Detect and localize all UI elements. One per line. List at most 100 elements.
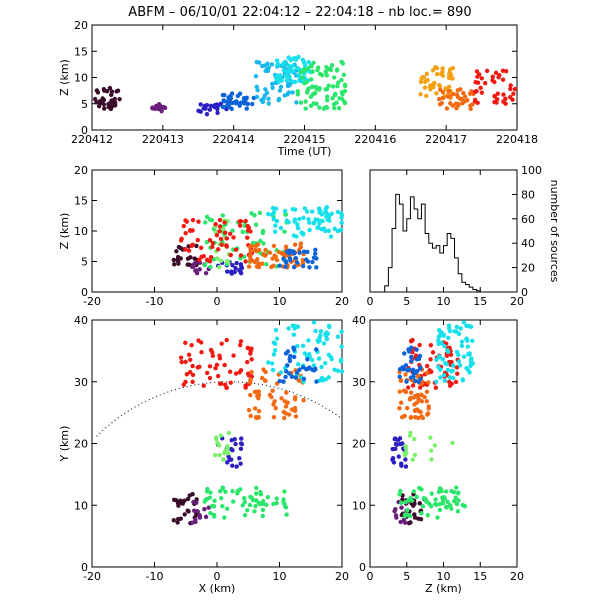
yz-projection-point (468, 363, 473, 369)
time-height-point (477, 72, 482, 77)
xz-projection-point (201, 253, 206, 259)
xz-projection-point (198, 245, 204, 250)
plan-view-point (230, 447, 235, 453)
plan_view-ylabel: Y (km) (58, 426, 71, 463)
plan-view-point (294, 370, 300, 375)
xz-projection-point (301, 215, 306, 221)
plan-view-point (218, 433, 224, 438)
yz-projection-point (417, 366, 423, 372)
xz-projection-point (196, 219, 201, 224)
yz-projection-point (441, 372, 447, 378)
time-height-point (108, 106, 114, 112)
time-height-point (244, 106, 249, 111)
xz-projection-point (281, 256, 286, 262)
time-height-point (438, 87, 443, 92)
time-height-point (215, 106, 220, 112)
time-height-point (255, 87, 260, 93)
yz-projection-point (434, 379, 439, 384)
time-height-point (286, 63, 292, 68)
time-height-point (266, 101, 271, 106)
yz-projection-point (413, 378, 418, 384)
yz-projection-point (416, 396, 421, 401)
xz-projection-point (190, 217, 196, 223)
yz-projection-point (436, 334, 442, 339)
yz-projection-point (449, 369, 454, 374)
time-height-point (295, 92, 301, 97)
time-height-point (276, 96, 282, 102)
time-height-point (281, 67, 287, 73)
plan-view-point (263, 369, 268, 375)
xz-projection-point (194, 243, 199, 249)
yz-projection-point (460, 502, 466, 508)
plan-view-point (227, 369, 233, 374)
time-height-point (490, 78, 495, 83)
xz-projection-point (292, 219, 297, 224)
plan-view-point (242, 495, 247, 501)
yz-projection-point (419, 414, 424, 419)
yz-projection-point (438, 375, 443, 380)
time-height-point (264, 90, 270, 95)
plan-view-point (282, 489, 287, 494)
plan-view-point (203, 514, 209, 520)
altitude_histogram-ylabel: number of sources (548, 180, 561, 283)
plan-view-point (311, 363, 317, 368)
time-height-point (418, 79, 424, 85)
time-height-point (303, 99, 308, 104)
time-height-point (339, 59, 344, 65)
xz-projection-point (313, 217, 318, 222)
time-height-point (113, 100, 118, 105)
xz-projection-point (282, 208, 288, 214)
yz-projection-point (403, 389, 409, 395)
time-height-point (304, 90, 310, 95)
time-height-point (287, 74, 292, 80)
xz-projection-point (295, 222, 300, 227)
plan_view-xtick-label: -20 (83, 570, 101, 583)
xz-projection-point (237, 223, 243, 228)
yz-projection-point (454, 485, 459, 490)
yz-projection-point (417, 501, 422, 506)
time-height-point (309, 77, 314, 82)
plan-view-point (296, 362, 301, 367)
yz-projection-point (417, 342, 422, 348)
time-height-point (467, 91, 473, 96)
altitude_histogram-xtick-label: 10 (437, 295, 451, 308)
xz_projection-xtick-label: 0 (214, 295, 221, 308)
yz-projection-point (406, 347, 411, 352)
xz-projection-point (312, 251, 318, 256)
yz-projection-point (397, 436, 403, 441)
plan-view-point (226, 450, 231, 456)
xz-projection-point (326, 228, 332, 233)
yz-projection-point (397, 374, 402, 379)
altitude_histogram-xtick-label: 0 (367, 295, 374, 308)
plan-view-point (274, 336, 280, 341)
yz-projection-point (405, 385, 411, 390)
time-height-point (109, 101, 115, 106)
xz-projection-point (243, 259, 248, 264)
time-height-point (275, 62, 281, 67)
xz-projection-point (220, 213, 226, 218)
yz-projection-point (452, 498, 457, 504)
yz-projection-point (406, 520, 412, 526)
plan-view-point (171, 518, 176, 523)
xz-projection-point (258, 238, 263, 244)
yz-projection-point (428, 357, 433, 362)
plan-view-point (292, 324, 298, 329)
yz-projection-point (445, 499, 450, 505)
plan-view-point (284, 390, 289, 395)
time-height-point (104, 89, 110, 94)
altitude-histogram-line (384, 193, 484, 293)
time-height-point (342, 82, 348, 88)
xz-projection-point (283, 212, 289, 217)
yz-projection-point (456, 498, 461, 503)
yz-projection-point (429, 457, 434, 462)
yz-projection-point (465, 338, 470, 343)
plan-view-point (300, 365, 306, 370)
yz-projection-point (408, 415, 414, 420)
plan-view-point (272, 348, 278, 353)
time-height-point (324, 73, 330, 78)
plan-view-point (213, 366, 218, 371)
xz-projection-point (339, 220, 344, 226)
time-height-point (474, 88, 479, 94)
xz-projection-point (243, 218, 248, 224)
xz-projection-point (183, 218, 188, 223)
